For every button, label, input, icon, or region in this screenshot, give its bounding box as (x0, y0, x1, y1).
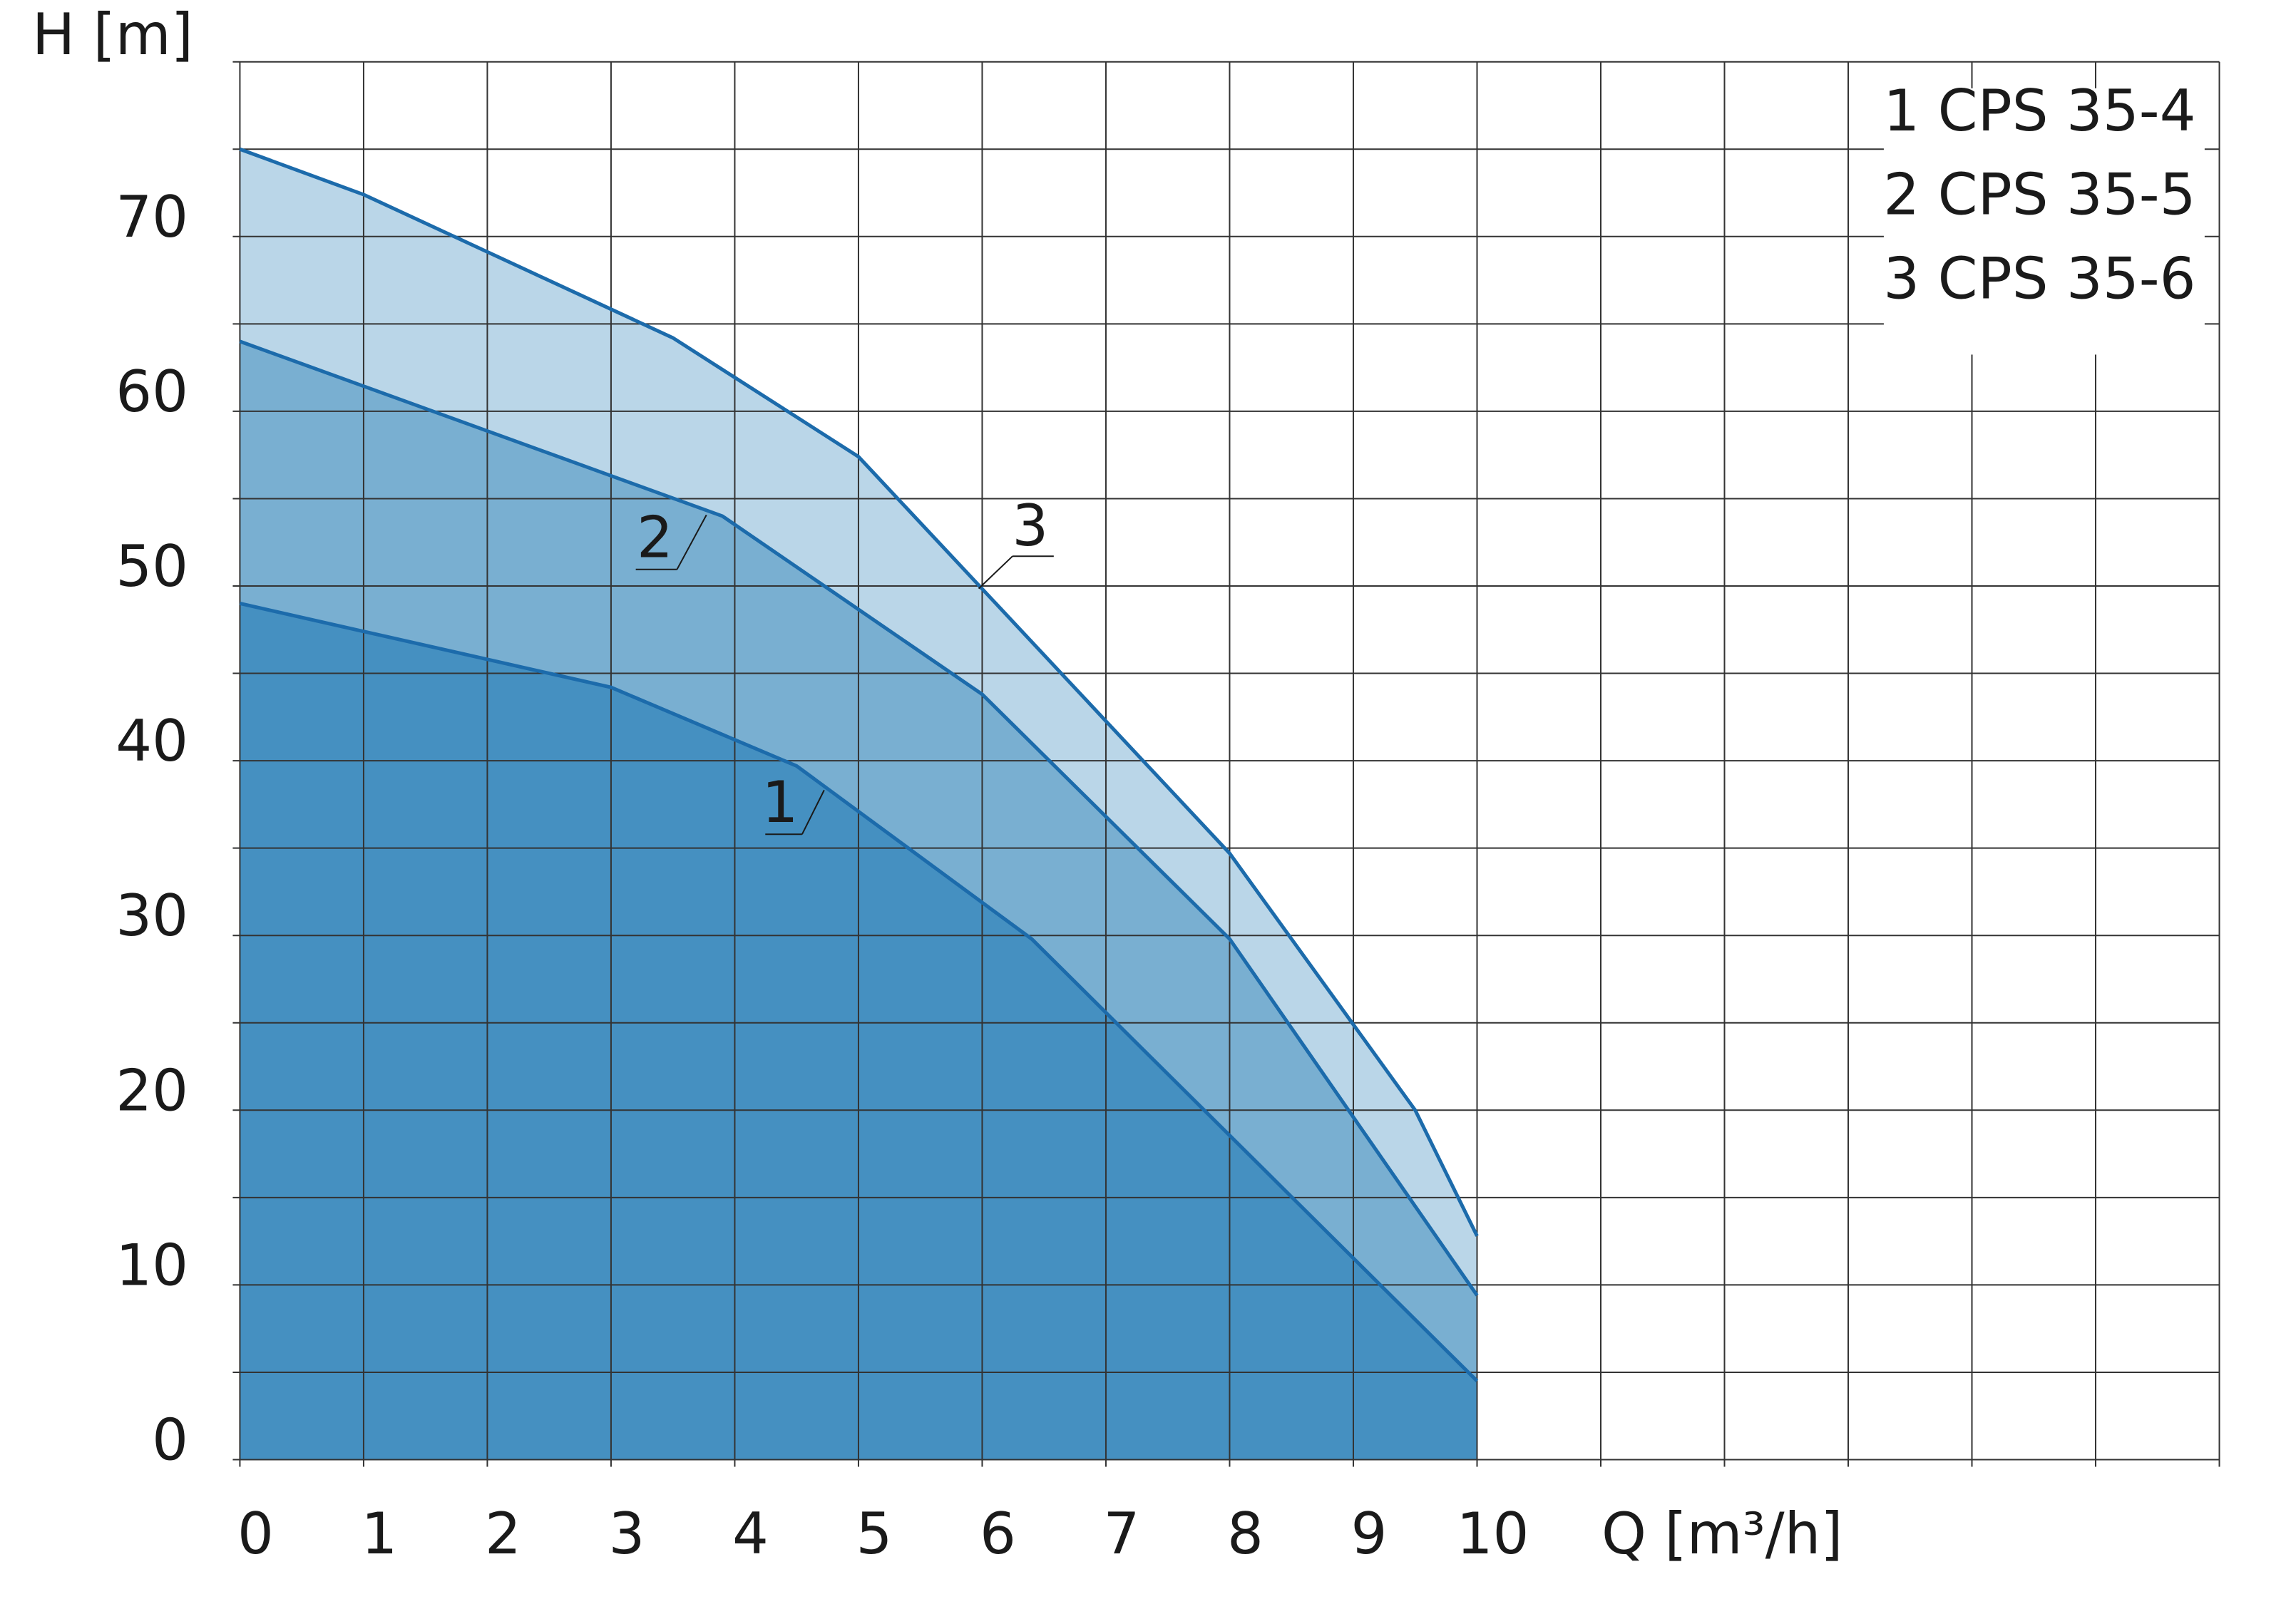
x-tick-label: 6 (980, 1501, 1016, 1567)
y-tick-label: 10 (116, 1232, 188, 1298)
x-tick-label: 1 (361, 1501, 397, 1567)
x-tick-label: 9 (1351, 1501, 1388, 1567)
x-tick-label: 8 (1227, 1501, 1264, 1567)
legend-box (1883, 88, 2205, 355)
leader-line (801, 789, 825, 835)
curve-label: 3 (1012, 493, 1048, 559)
y-tick-label: 30 (116, 883, 188, 949)
x-axis-title: Q [m³/h] (1601, 1501, 1843, 1567)
leader-line (978, 555, 1013, 590)
leader-line (676, 514, 707, 570)
lines (239, 147, 1479, 1382)
labels: 0 10 20 30 40 50 60 70 0 1 2 3 4 5 6 7 8 9 10 1 2 3 1 CPS 35-4… (116, 78, 2205, 1567)
y-axis-title: H [m] (32, 1, 193, 68)
x-tick-label: 2 (485, 1501, 521, 1567)
legend-entry: 3 CPS 35-6 (1883, 245, 2195, 312)
y-tick-label: 60 (116, 359, 188, 425)
curve-label: 1 (762, 769, 798, 836)
x-tick-label: 5 (856, 1501, 893, 1567)
x-tick-label: 4 (732, 1501, 769, 1567)
y-tick-label: 0 (152, 1407, 188, 1473)
curve-line (239, 147, 1479, 1237)
legend-entry: 1 CPS 35-4 (1883, 78, 2195, 144)
x-tick-label: 0 (237, 1501, 274, 1567)
y-tick-label: 50 (116, 533, 188, 600)
curve-line (239, 339, 1479, 1297)
x-tick-label: 3 (608, 1501, 645, 1567)
legend-entry: 2 CPS 35-5 (1883, 162, 2195, 228)
curve-label: 2 (637, 505, 673, 571)
x-tick-label: 7 (1104, 1501, 1140, 1567)
y-tick-label: 20 (116, 1057, 188, 1124)
y-tick-label: 70 (116, 184, 188, 250)
x-tick-label: 10 (1457, 1501, 1529, 1567)
y-tick-label: 40 (116, 708, 188, 774)
curve-line (239, 602, 1479, 1382)
